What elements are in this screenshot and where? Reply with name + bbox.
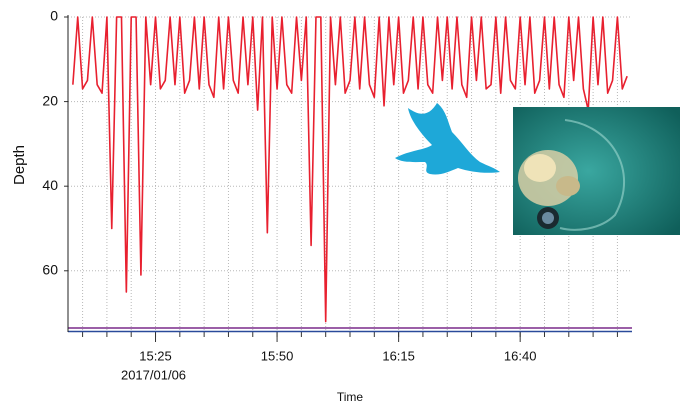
x-tick-label: 16:40 [504, 348, 537, 363]
y-tick-label: 40 [42, 177, 58, 193]
y-tick-label: 60 [42, 261, 58, 277]
y-tick-label: 0 [50, 8, 58, 24]
x-tick-label: 15:50 [261, 348, 294, 363]
date-label: 2017/01/06 [121, 367, 186, 382]
data-line [72, 16, 628, 323]
y-tick-label: 20 [42, 92, 58, 108]
x-tick-label: 15:25 [139, 348, 172, 363]
camera-photo [513, 107, 680, 235]
x-axis-label: Time [337, 390, 364, 404]
penguin-icon [395, 103, 500, 175]
x-tick-label: 16:15 [382, 348, 415, 363]
y-axis-label: Depth [11, 145, 28, 185]
